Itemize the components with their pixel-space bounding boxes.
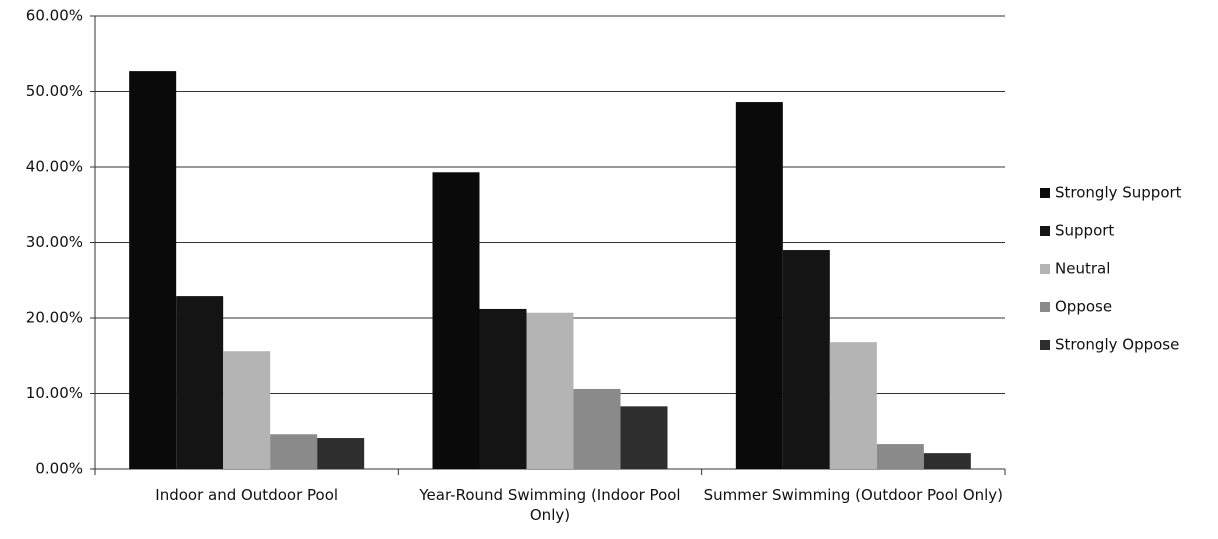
legend-label: Support [1055,222,1114,240]
legend-marker [1040,188,1050,198]
x-tick-label: Year-Round Swimming (Indoor Pool Only) [419,486,681,524]
bar [782,250,830,469]
bar [923,453,971,469]
y-tick-label: 0.00% [35,460,83,478]
bar [829,342,877,469]
bar [223,351,271,469]
legend-label: Oppose [1055,298,1112,316]
bar [526,312,574,469]
bar [479,308,527,469]
x-tick-label: Summer Swimming (Outdoor Pool Only) [703,486,1004,504]
bar [620,406,668,469]
y-tick-label: 20.00% [26,309,83,327]
y-tick-label: 10.00% [26,384,83,402]
y-tick-label: 60.00% [26,7,83,25]
y-tick-label: 50.00% [26,82,83,100]
bar [317,438,365,469]
legend-label: Neutral [1055,260,1110,278]
legend-marker [1040,340,1050,350]
legend-marker [1040,226,1050,236]
legend-marker [1040,302,1050,312]
y-tick-label: 30.00% [26,233,83,251]
x-tick-label: Indoor and Outdoor Pool [155,486,339,504]
legend-label: Strongly Oppose [1055,336,1179,354]
bar [735,102,783,469]
y-tick-label: 40.00% [26,158,83,176]
bar [129,71,177,470]
bar [573,388,621,469]
bar [432,172,480,469]
legend-label: Strongly Support [1055,184,1182,202]
legend-marker [1040,264,1050,274]
bar [876,444,924,469]
bar [176,296,224,469]
bar [270,434,318,469]
